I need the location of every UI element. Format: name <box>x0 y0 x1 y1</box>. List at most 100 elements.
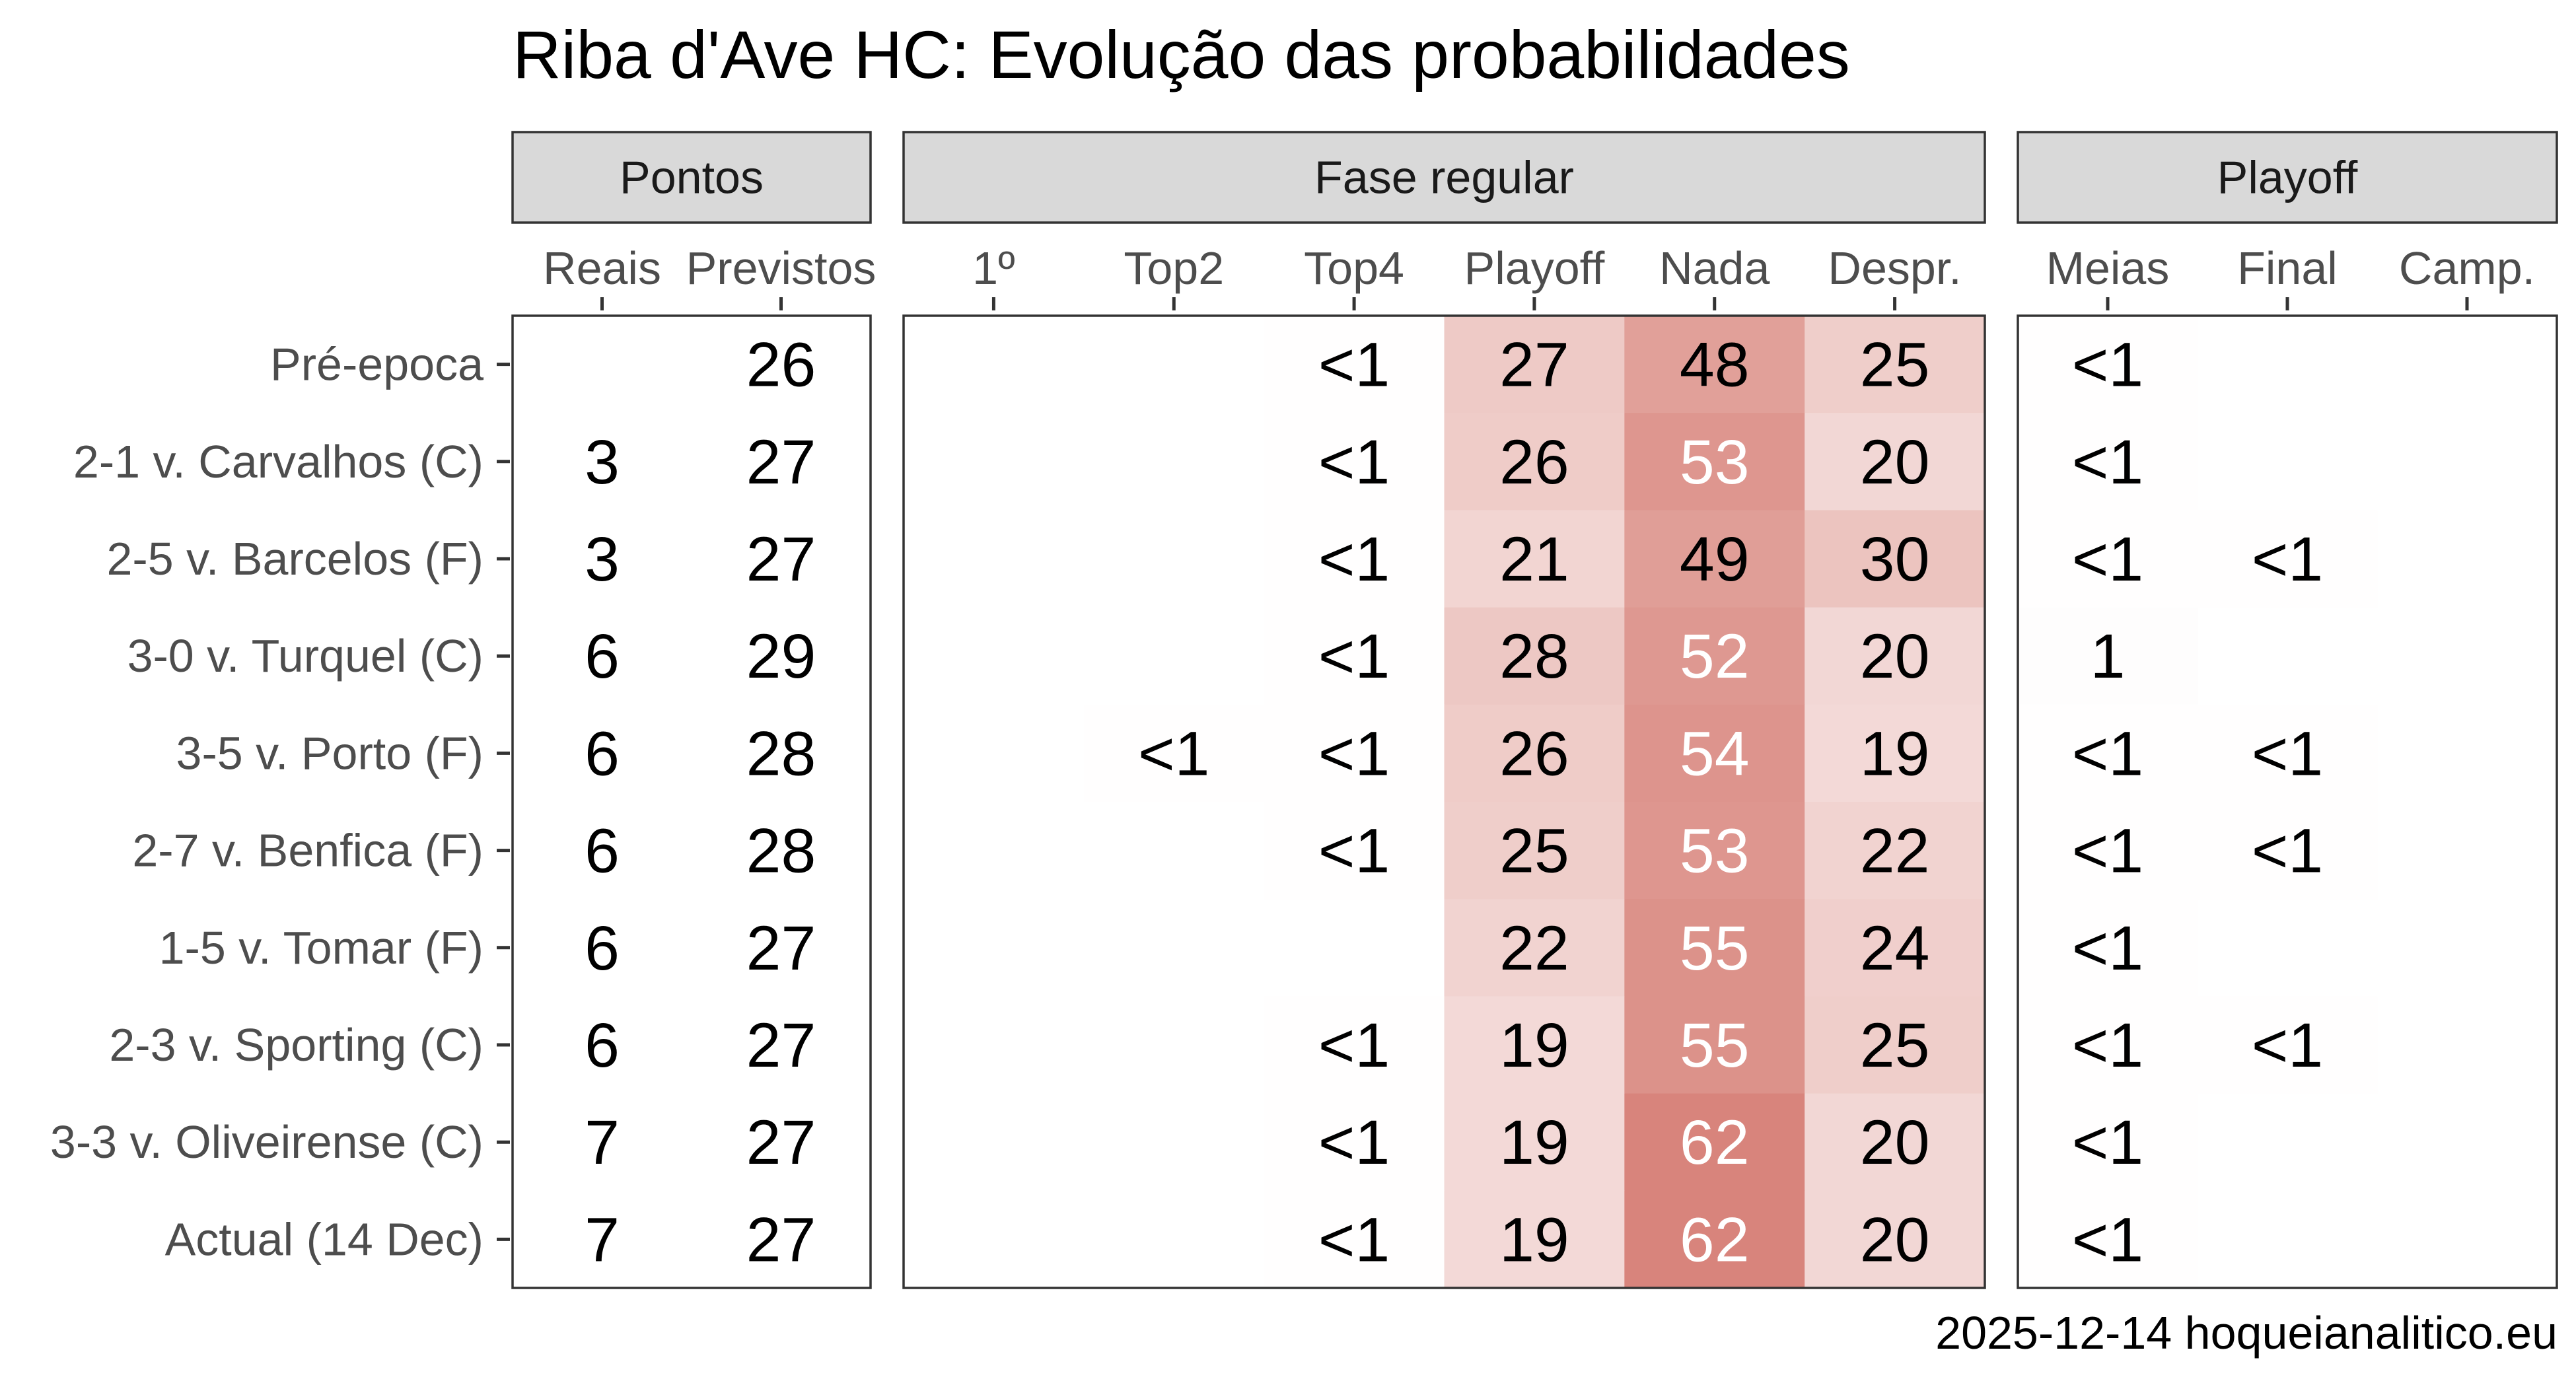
cell-value: 19 <box>1499 1205 1569 1275</box>
cell-value: 19 <box>1499 1108 1569 1178</box>
cell-value: 30 <box>1860 524 1930 594</box>
heat-cell <box>2018 996 2198 1094</box>
heat-cell <box>1805 802 1986 900</box>
heat-cell <box>1264 607 1445 705</box>
cell-value: 55 <box>1680 913 1750 983</box>
cell-value: 26 <box>1499 427 1569 497</box>
heat-cell <box>1264 413 1445 511</box>
heat-cell <box>1444 802 1625 900</box>
row-label: 3-3 v. Oliveirense (C) <box>50 1116 483 1168</box>
heat-cell <box>1264 1190 1445 1289</box>
cell-value: <1 <box>1318 816 1390 886</box>
column-label-despr: Despr. <box>1828 242 1961 294</box>
column-label-final: Final <box>2237 242 2338 294</box>
heat-cell <box>2018 1190 2198 1289</box>
heat-cell <box>1444 899 1625 997</box>
cell-value: 6 <box>585 719 620 789</box>
row-label: 3-5 v. Porto (F) <box>176 727 483 779</box>
cell-value: <1 <box>1318 1108 1390 1178</box>
column-label-meias: Meias <box>2046 242 2170 294</box>
heat-cell <box>1444 316 1625 413</box>
cell-value: 53 <box>1680 427 1750 497</box>
heat-cell <box>1264 802 1445 900</box>
cell-value: <1 <box>2252 719 2323 789</box>
cell-value: 25 <box>1860 1011 1930 1081</box>
cell-value: 27 <box>746 524 816 594</box>
cell-value: <1 <box>2072 1205 2143 1275</box>
column-label-1: 1º <box>972 242 1015 294</box>
cell-value: <1 <box>2252 1011 2323 1081</box>
heat-cell <box>2018 899 2198 997</box>
cell-value: 7 <box>585 1205 620 1275</box>
heat-cell <box>1805 413 1986 511</box>
cell-value: 28 <box>746 719 816 789</box>
heat-cell <box>1624 899 1805 997</box>
row-labels: Pré-epoca 2-1 v. Carvalhos (C) 2-5 v. Barc… <box>50 339 510 1265</box>
heat-cell <box>1444 607 1625 705</box>
cell-value: 62 <box>1680 1205 1750 1275</box>
heat-cell <box>1624 1190 1805 1289</box>
panel-pontos: Pontos Reais Previstos 26 3 27 3 27 6 29 6 28 6 28 6 27… <box>511 131 877 1289</box>
heat-cell <box>1624 607 1805 705</box>
column-label-playoff: Playoff <box>1464 242 1605 294</box>
heat-cell <box>1264 316 1445 413</box>
heat-cell <box>1624 510 1805 608</box>
panel-playoff: Playoff Meias Final Camp. <1 <1 <1 <1 1 <1 <1 <1 <1 <… <box>2017 131 2558 1289</box>
cell-value: <1 <box>2072 330 2143 400</box>
column-label-top4: Top4 <box>1304 242 1404 294</box>
cell-value: <1 <box>2072 1011 2143 1081</box>
heat-cell <box>1624 316 1805 413</box>
cell-value: 52 <box>1680 622 1750 692</box>
cell-value: 29 <box>746 622 816 692</box>
heat-cell <box>2198 510 2378 608</box>
cell-value: 27 <box>746 1205 816 1275</box>
cell-value: <1 <box>1318 622 1390 692</box>
cell-value: 6 <box>585 816 620 886</box>
chart-caption: 2025-12-14 hoqueianalitico.eu <box>1935 1307 2558 1359</box>
row-label: Actual (14 Dec) <box>165 1213 483 1265</box>
heat-cell <box>1805 1093 1986 1191</box>
cell-value: <1 <box>2072 913 2143 983</box>
heat-cell <box>1264 996 1445 1094</box>
heat-cell <box>1805 510 1986 608</box>
cell-value: 6 <box>585 622 620 692</box>
cell-value: 49 <box>1680 524 1750 594</box>
cell-value: 27 <box>746 1011 816 1081</box>
cell-value: 3 <box>585 427 620 497</box>
cell-value: 25 <box>1860 330 1930 400</box>
cell-value: 27 <box>746 1108 816 1178</box>
panel-fase-regular: Fase regular 1º Top2 Top4 Playoff Nada Despr. <… <box>902 131 1986 1289</box>
cell-value: 22 <box>1499 913 1569 983</box>
cell-value: <1 <box>1138 719 1209 789</box>
heat-cell <box>2018 510 2198 608</box>
row-label: 2-7 v. Benfica (F) <box>132 825 483 876</box>
heat-cell <box>1444 413 1625 511</box>
heat-cell <box>1444 1093 1625 1191</box>
cell-value: 20 <box>1860 427 1930 497</box>
cell-value: 26 <box>1499 719 1569 789</box>
heat-cell <box>1805 1190 1986 1289</box>
cell-value: 3 <box>585 524 620 594</box>
heat-cell <box>1805 316 1986 413</box>
cell-value: <1 <box>2252 816 2323 886</box>
heat-cell <box>2198 802 2378 900</box>
heat-cell <box>1805 607 1986 705</box>
heat-cell <box>1264 1093 1445 1191</box>
cell-value: <1 <box>1318 1011 1390 1081</box>
cell-value: 22 <box>1860 816 1930 886</box>
strip-pontos <box>511 131 872 224</box>
heat-cell <box>1624 996 1805 1094</box>
cell-value: <1 <box>1318 330 1390 400</box>
column-label-previstos: Previstos <box>686 242 877 294</box>
row-label: 3-0 v. Turquel (C) <box>127 630 483 682</box>
strip-label: Pontos <box>620 152 764 203</box>
cell-value: <1 <box>2072 427 2143 497</box>
cell-value: <1 <box>1318 719 1390 789</box>
cell-value: <1 <box>2252 524 2323 594</box>
heat-cell <box>2018 316 2198 413</box>
cell-value: 27 <box>746 913 816 983</box>
heat-cell <box>1624 704 1805 802</box>
column-label-camp: Camp. <box>2399 242 2535 294</box>
